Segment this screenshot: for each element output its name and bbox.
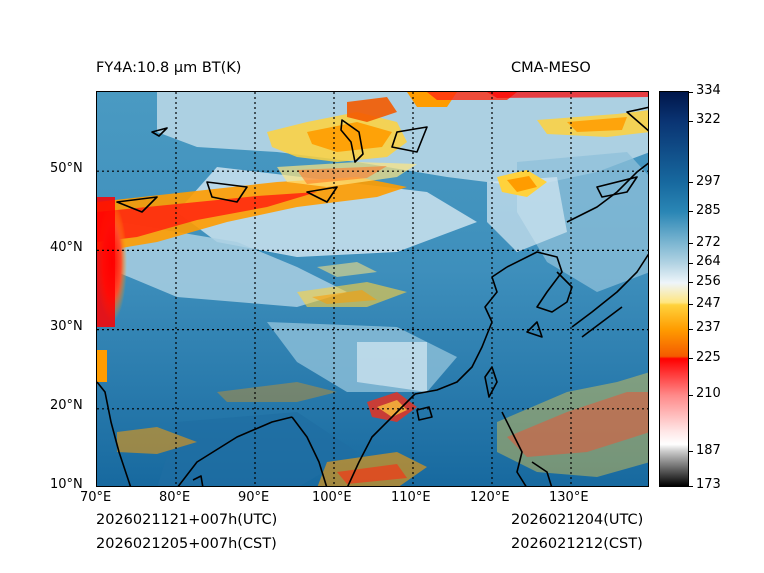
colorbar-tick-label: 210 [696,386,721,402]
colorbar-tick-label: 225 [696,349,721,365]
lon-tick-label: 130°E [549,490,589,505]
lat-tick-label: 40°N [50,240,83,255]
lat-tick-label: 10°N [50,477,83,492]
init-time-cst: 2026021205+007h(CST) [96,536,277,552]
colorbar-tick-label: 272 [696,234,721,250]
lon-tick-label: 80°E [159,490,191,505]
gridlines [97,92,648,486]
satellite-map [96,91,649,487]
init-time-utc: 2026021121+007h(UTC) [96,512,278,528]
colorbar-tick-mark [689,304,693,306]
map-title-left: FY4A:10.8 µm BT(K) [96,60,242,76]
lon-tick-label: 100°E [312,490,352,505]
colorbar-tick-label: 322 [696,112,721,128]
colorbar-tick-label: 285 [696,202,721,218]
colorbar-tick-label: 256 [696,273,721,289]
lon-tick-label: 110°E [391,490,431,505]
colorbar-tick-mark [689,282,693,284]
coastlines [97,106,648,486]
colorbar-tick-mark [689,262,693,264]
colorbar-tick-mark [689,91,693,93]
colorbar-tick-mark [689,485,693,487]
lon-tick-label: 90°E [238,490,270,505]
colorbar-tick-mark [689,243,693,245]
lat-tick-label: 50°N [50,161,83,176]
colorbar-gradient [660,92,688,486]
colorbar-tick-mark [689,358,693,360]
cold-cloud-tops [97,92,648,486]
colorbar-tick-label: 187 [696,442,721,458]
colorbar-tick-label: 173 [696,477,721,492]
valid-time-cst: 2026021212(CST) [511,536,643,552]
lon-tick-label: 120°E [470,490,510,505]
colorbar-tick-label: 297 [696,173,721,189]
map-canvas [97,92,648,486]
map-title-right: CMA-MESO [511,60,591,76]
colorbar-tick-mark [689,211,693,213]
colorbar-tick-label: 237 [696,320,721,336]
colorbar-tick-mark [689,182,693,184]
lon-tick-label: 70°E [80,490,112,505]
colorbar-tick-mark [689,451,693,453]
colorbar-tick-label: 334 [696,83,721,98]
colorbar-tick-label: 247 [696,295,721,311]
colorbar-tick-mark [689,328,693,330]
colorbar-tick-mark [689,120,693,122]
colorbar [659,91,689,487]
colorbar-tick-mark [689,394,693,396]
lat-tick-label: 20°N [50,398,83,413]
colorbar-tick-label: 264 [696,254,721,270]
lat-tick-label: 30°N [50,319,83,334]
valid-time-utc: 2026021204(UTC) [511,512,644,528]
